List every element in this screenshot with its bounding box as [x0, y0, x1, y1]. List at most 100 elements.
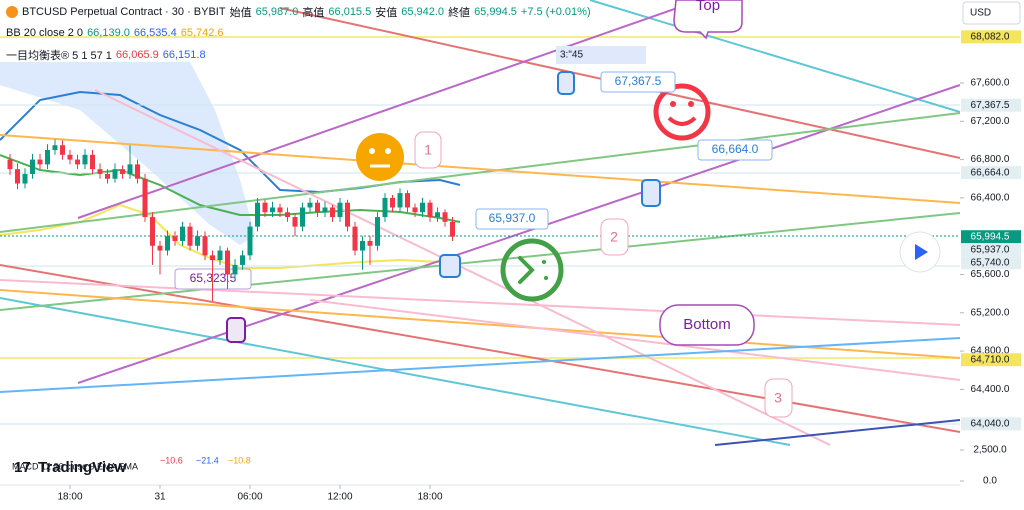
candle-body: [352, 226, 358, 251]
candle-body: [382, 197, 388, 218]
ichimoku-value: 66,151.8: [162, 49, 206, 61]
price-tag: [961, 230, 1021, 244]
top-label: Top: [696, 0, 720, 14]
currency-box: [962, 1, 1021, 25]
price-tag-label: 65,740.0: [971, 257, 1010, 268]
macd-label: MACD 12 26 close 9 EMA EMA: [12, 461, 138, 471]
bottom-label: Bottom: [683, 316, 731, 333]
ichimoku-row: 一目均衡表® 5 1 57 1 66,065.9 66,151.8: [6, 47, 206, 63]
bb-label: BB 20 close 2 0: [6, 27, 84, 39]
price-tag: [961, 256, 1021, 270]
y-tick-label: 64,800.0: [971, 346, 1010, 357]
y-tick-label: 67,200.0: [971, 116, 1010, 127]
candle-body: [450, 221, 455, 237]
candle-body: [157, 245, 163, 251]
candle-body: [375, 217, 380, 246]
candle-body: [412, 207, 418, 213]
price-tag: [961, 98, 1021, 112]
emoji-smile: [653, 83, 711, 141]
candle-body: [22, 173, 28, 184]
x-tick-label: 06:00: [237, 492, 262, 503]
candle-body: [240, 255, 245, 265]
candle-body: [187, 226, 193, 246]
macd-value: −10.6: [160, 455, 183, 465]
logo-mark: 17: [14, 459, 31, 476]
header-row: BTCUSD Perpetual Contract · 30 · BYBIT 始…: [6, 4, 591, 20]
price-tag-label: 68,082.0: [971, 32, 1010, 43]
price-tag-label: 65,937.0: [971, 244, 1010, 255]
callout: 66,664.0: [712, 142, 759, 156]
candle-body: [150, 217, 155, 246]
candle-body: [367, 240, 373, 246]
y2-tick-label: 2,500.0: [973, 445, 1007, 456]
candle-body: [172, 236, 178, 241]
candle-body: [217, 250, 223, 261]
candle-body: [82, 154, 88, 165]
wave-label: 2: [610, 229, 618, 245]
candle-body: [7, 159, 13, 170]
candle-body: [442, 212, 448, 222]
candle-body: [255, 202, 260, 227]
ohlc-value: 65,987.0: [255, 6, 299, 18]
candle-body: [45, 150, 50, 165]
ohlc-label: 始值: [229, 7, 252, 19]
candle-body: [97, 169, 103, 174]
candle-body: [435, 212, 440, 218]
wave-box: [764, 378, 793, 418]
logo: TradingView: [38, 459, 126, 476]
top-bubble: [673, 0, 743, 40]
price-tag-label: 64,040.0: [971, 418, 1010, 429]
ohlc-value: 65,994.5: [474, 6, 517, 18]
emoji-clock: [500, 238, 564, 302]
price-tag: [961, 166, 1021, 180]
coin-icon: [6, 6, 18, 18]
change: +7.5 (+0.01%): [520, 6, 591, 18]
macd-value: −10.8: [228, 455, 251, 465]
candle-body: [397, 193, 403, 208]
candle-body: [292, 217, 298, 227]
candle-body: [247, 226, 253, 256]
callout: 67,367.5: [615, 74, 662, 88]
candle-body: [75, 159, 80, 165]
price-tag: [961, 30, 1021, 44]
cloud: [0, 62, 255, 245]
candle-body: [427, 202, 433, 218]
candle-body: [420, 202, 425, 213]
candle-body: [135, 164, 140, 179]
candle-body: [142, 178, 148, 218]
candle-body: [15, 169, 20, 184]
candle-body: [360, 240, 365, 251]
ohlc-label: 高值: [302, 7, 325, 19]
candle-body: [67, 154, 73, 160]
x-tick-label: 12:00: [327, 492, 352, 503]
candle-body: [390, 197, 395, 208]
candle-body: [285, 212, 290, 218]
emoji-neutral: [356, 133, 404, 181]
candle-body: [225, 250, 230, 275]
candle-body: [120, 169, 125, 174]
wave-label: 3: [774, 390, 782, 406]
callout-boxes: [174, 71, 773, 290]
ohlc-label: 終値: [448, 7, 471, 19]
price-tag: [961, 353, 1021, 367]
y-tick-label: 64,400.0: [971, 384, 1010, 395]
candle-body: [165, 236, 170, 251]
play-icon[interactable]: [915, 244, 928, 260]
candle-body: [37, 159, 43, 165]
y-tick-label: 65,600.0: [971, 269, 1010, 280]
candle-body: [105, 173, 110, 179]
candle-body: [210, 255, 215, 261]
x-tick-label: 18:00: [57, 492, 82, 503]
candle-body: [307, 202, 313, 208]
y2-tick-label: 0.0: [983, 476, 997, 487]
macd-value: −21.4: [196, 455, 219, 465]
timer-label: 3:"45: [560, 50, 583, 61]
candle-body: [202, 236, 208, 256]
bb-row: BB 20 close 2 0 66,139.0 66,535.4 65,742…: [6, 27, 224, 39]
candle-body: [52, 145, 58, 151]
y-tick-label: 66,400.0: [971, 193, 1010, 204]
price-tag-label: 64,710.0: [971, 354, 1010, 365]
x-tick-label: 18:00: [417, 492, 442, 503]
